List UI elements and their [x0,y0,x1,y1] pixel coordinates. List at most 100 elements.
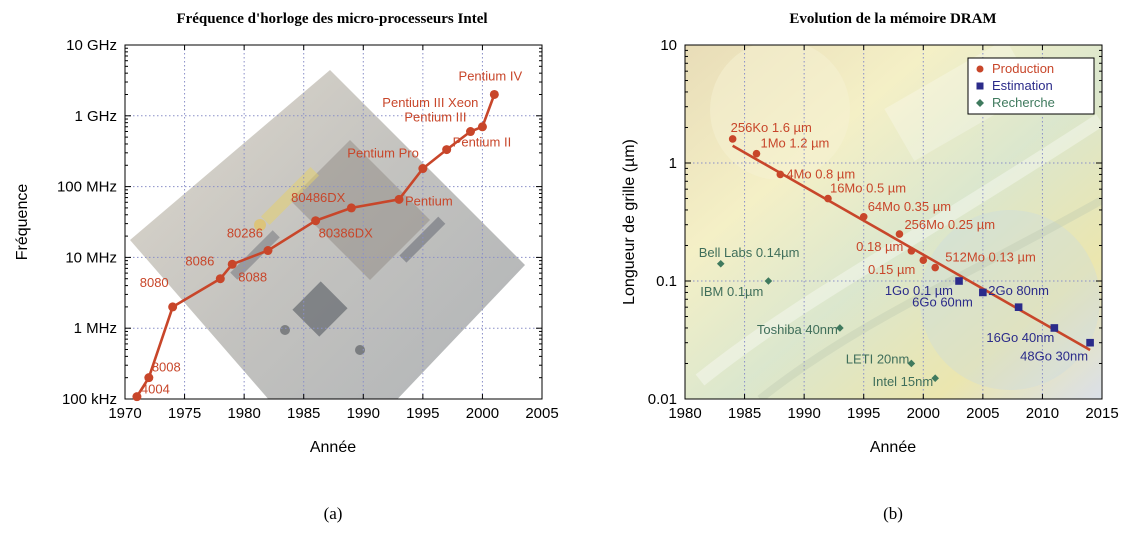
data-point-estimation [1050,324,1059,332]
data-point-estimation [955,277,963,285]
data-label: 80286 [227,226,263,241]
x-tick-label: 1995 [406,405,439,422]
chart-a-x-label: Année [310,439,356,456]
data-point-estimation [1086,338,1094,347]
data-label: 512Mo 0.13 µm [945,250,1036,265]
chart-b: Evolution de la mémoire DRAM 1980 1985 199… [621,11,1119,523]
y-tick-label: 100 MHz [57,179,117,196]
data-label: Pentium II [453,135,512,150]
legend-marker-recherche [976,99,984,107]
x-tick-label: 2000 [466,405,499,422]
data-label: 256Ko 1.6 µm [731,120,812,135]
data-point [311,216,321,226]
y-tick-label: 10 GHz [66,37,117,54]
data-point-production [824,194,832,203]
data-label: 4004 [141,382,170,397]
chart-b-ticks: 1980 1985 1990 1995 2000 2005 2010 2015 0.01 0.1 1… [648,37,1119,422]
chart-a-ticks: 1970 1975 1980 1985 1990 1995 2000 2005 100 kHz 1… [57,37,559,422]
data-label: 8088 [238,269,267,284]
data-label: 1Go 0.1 µm [885,283,953,298]
data-point [489,89,499,99]
legend-marker-production [976,65,984,73]
data-point-production [895,230,904,238]
data-label: Pentium IV [459,68,523,83]
caption-a: (a) [324,504,343,523]
y-tick-label: 0.1 [656,273,677,290]
x-tick-label: 1995 [847,405,880,422]
data-point-recherche [907,359,916,368]
data-label: 48Go 30nm [1020,349,1088,364]
y-tick-label: 100 kHz [62,391,117,408]
x-tick-label: 1985 [287,405,320,422]
data-label: Pentium [405,193,453,208]
data-point [168,302,178,312]
data-label: 8086 [185,254,214,269]
y-tick-label: 1 [669,155,677,172]
data-point [215,274,225,284]
chart-b-legend: Production Estimation Recherche [967,57,1095,115]
x-tick-label: 1990 [347,405,380,422]
x-tick-label: 1980 [668,405,701,422]
legend-label-estimation: Estimation [992,78,1053,93]
data-point-recherche [764,277,773,285]
data-point [263,246,273,256]
data-point-recherche [716,259,725,268]
series-line [135,94,496,398]
data-point-recherche [836,324,844,332]
data-label: 0.15 µm [868,262,915,277]
chart-b-title: Evolution de la mémoire DRAM [789,11,996,27]
chart-b-x-label: Année [870,439,916,456]
chart-a: Fréquence d'horloge des micro-processeur… [14,11,559,523]
data-point-recherche [931,374,939,383]
data-label: 8008 [152,360,181,375]
legend-box [967,57,1095,115]
chart-b-y-label: Longueur de grille (µm) [621,139,638,305]
data-point-production [776,170,785,179]
data-point [346,203,356,213]
data-point [144,373,154,383]
legend-label-production: Production [992,61,1054,76]
data-point [394,194,404,204]
data-point-production [752,149,761,158]
data-point-production [931,263,939,272]
x-tick-label: 2005 [525,405,558,422]
data-label: 1Mo 1.2 µm [760,136,829,151]
data-point [466,127,476,137]
y-tick-label: 0.01 [648,391,677,408]
chart-a-series: 4004 8008 8080 8086 8088 80286 80386DX 80486DX P… [132,68,523,402]
x-tick-label: 2015 [1085,405,1118,422]
x-tick-label: 2010 [1026,405,1059,422]
chart-a-plot-frame [124,44,543,400]
data-point-production [919,256,928,265]
data-point [442,145,452,155]
data-label: 16Mo 0.5 µm [830,181,906,196]
data-point-estimation [979,288,987,297]
data-label: Pentium Pro [347,146,419,161]
data-label: 2Go 80nm [988,283,1049,298]
legend-marker-estimation [976,82,984,90]
data-point [227,259,237,269]
data-point-production [859,212,868,221]
data-label: 4Mo 0.8 µm [786,166,855,181]
data-label: Bell Labs 0.14µm [699,245,800,260]
data-label: Pentium III [404,110,466,125]
data-label: IBM 0.1µm [700,284,763,299]
x-tick-label: 1980 [227,405,260,422]
x-tick-label: 2000 [907,405,940,422]
data-label: LETI 20nm [846,351,910,366]
data-label: 6Go 60nm [912,294,973,309]
chart-a-y-label: Fréquence [14,184,31,261]
data-point [132,392,142,402]
data-point-production [728,135,737,143]
y-tick-label: 10 [660,37,677,54]
data-label: 80386DX [319,226,374,241]
x-tick-label: 1985 [728,405,761,422]
data-point [477,122,487,132]
data-label: 80486DX [291,190,346,205]
chart-a-title: Fréquence d'horloge des micro-processeur… [176,11,487,27]
data-label: 8080 [140,275,169,290]
data-label: Intel 15nm [872,374,933,389]
data-point [418,164,428,174]
